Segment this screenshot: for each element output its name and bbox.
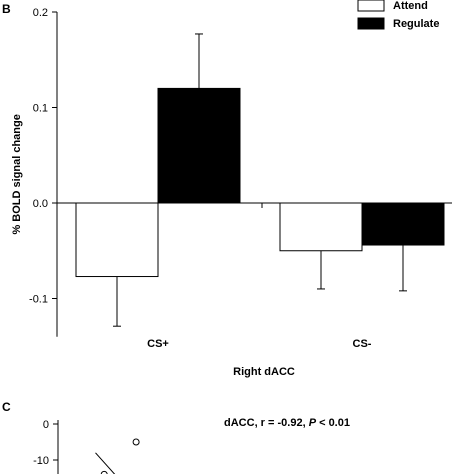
c-title-suffix: < 0.01 — [316, 417, 350, 429]
c-y-tick-label: -10 — [33, 455, 49, 467]
legend: Attend Regulate — [357, 0, 439, 30]
legend-label-regulate: Regulate — [393, 18, 439, 30]
b-y-axis: 0.2 0.1 0.0 -0.1 — [29, 7, 58, 337]
bar-attend-0 — [75, 202, 159, 278]
panel-c: C dACC, r = -0.92, P < 0.01 0 -10 — [2, 400, 350, 474]
c-data-point — [132, 438, 140, 446]
c-y-tick-label: 0 — [43, 419, 49, 431]
c-points — [100, 438, 140, 474]
legend-swatch-attend — [357, 0, 385, 12]
c-fit-line — [95, 452, 116, 474]
b-bars — [75, 33, 445, 327]
c-title-p: P — [309, 417, 317, 429]
b-x-tick-label: CS+ — [147, 338, 169, 350]
b-x-axis-label: Right dACC — [233, 366, 295, 378]
b-x-tick-labels: CS+ CS- — [147, 338, 372, 350]
b-y-tick-label: 0.1 — [33, 103, 48, 115]
b-y-tick-label: 0.0 — [33, 198, 48, 210]
b-y-tick-label: -0.1 — [29, 294, 48, 306]
b-x-tick-label: CS- — [353, 338, 372, 350]
b-y-tick-label: 0.2 — [33, 7, 48, 19]
b-y-axis-label: % BOLD signal change — [11, 114, 23, 234]
bar-attend-1 — [279, 202, 363, 252]
bar-regulate-0 — [157, 87, 241, 204]
panel-label-c: C — [2, 400, 11, 414]
panel-b: B 0.2 0.1 0.0 -0.1 % BOLD signal change CS+… — [2, 0, 452, 378]
panel-label-b: B — [2, 2, 11, 16]
bar-regulate-1 — [361, 202, 445, 246]
legend-label-attend: Attend — [393, 0, 428, 12]
legend-swatch-regulate — [357, 17, 385, 30]
c-title-prefix: dACC, r = -0.92, — [224, 417, 309, 429]
c-data-point — [100, 470, 108, 474]
c-chart-title: dACC, r = -0.92, P < 0.01 — [224, 417, 350, 429]
c-y-ticks: 0 -10 — [33, 419, 58, 467]
